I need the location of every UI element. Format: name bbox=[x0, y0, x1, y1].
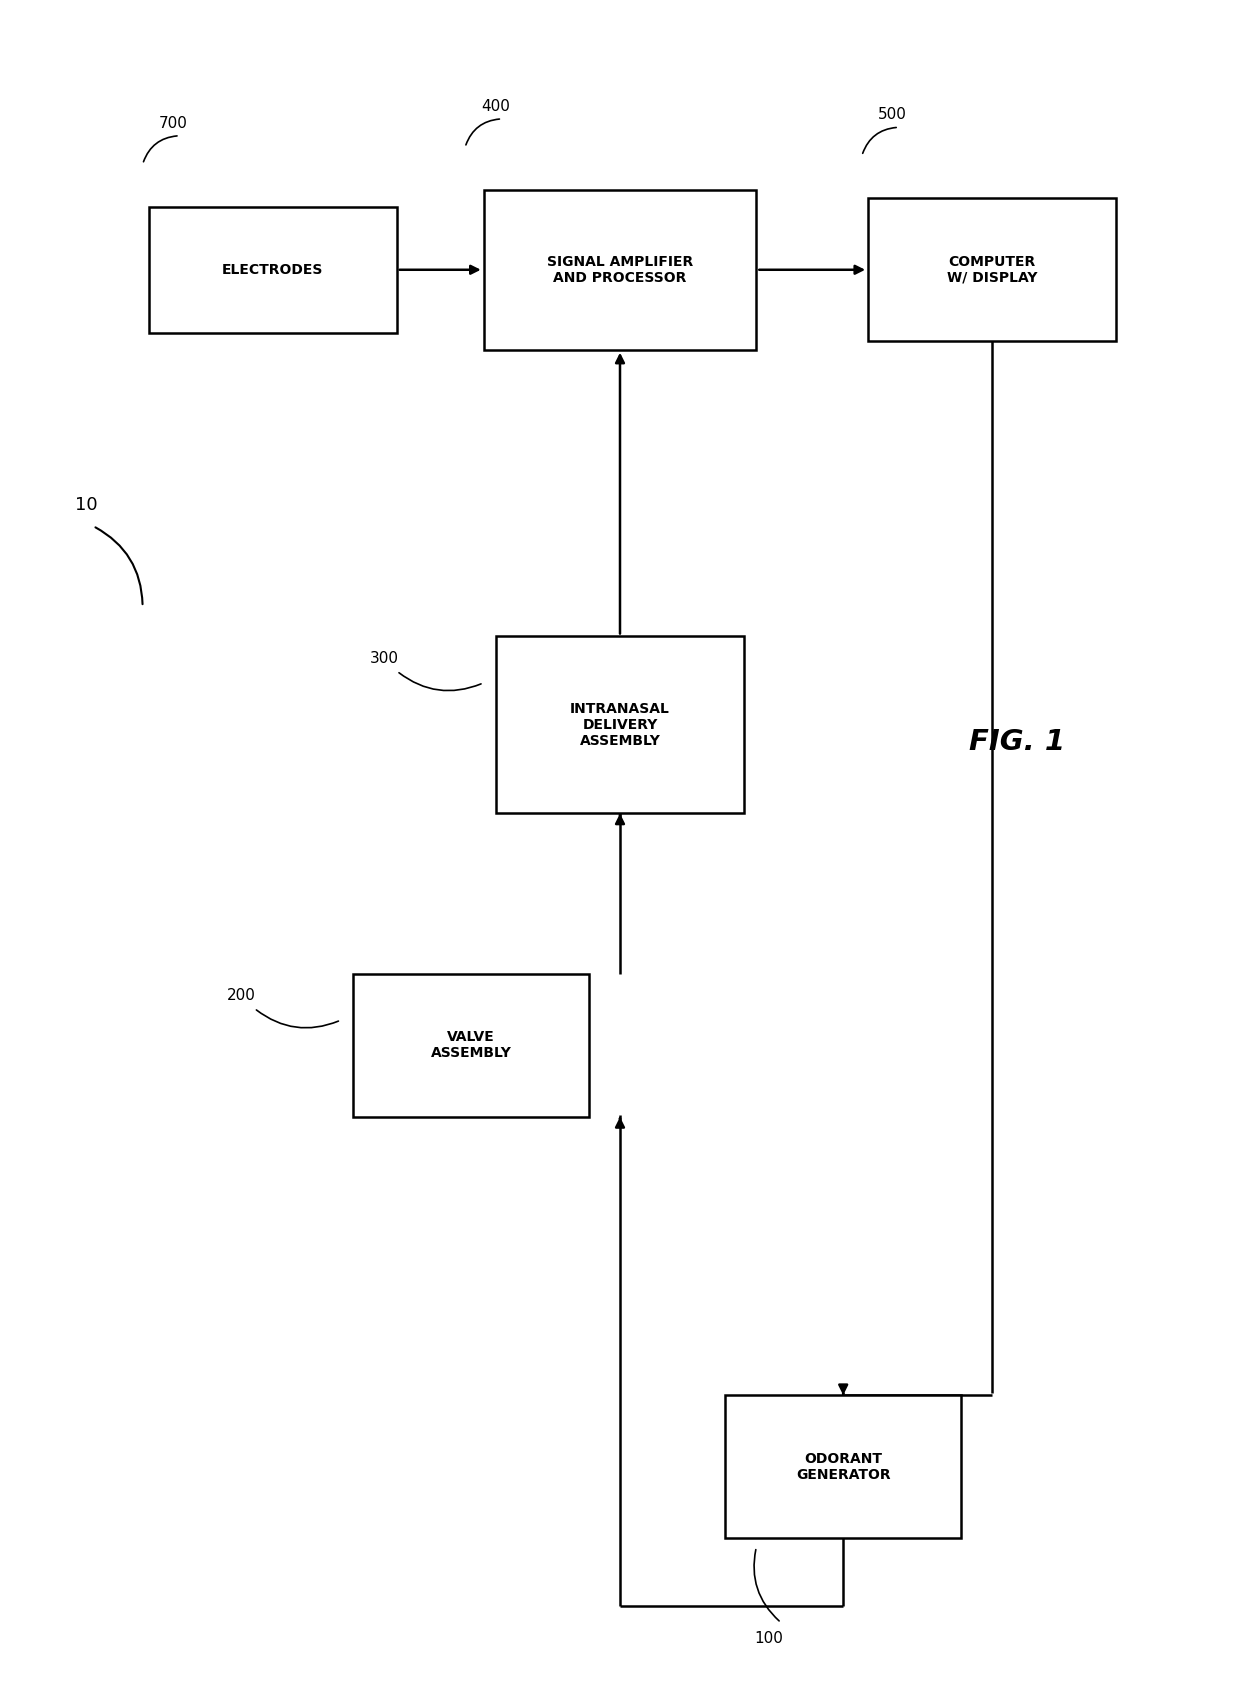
Text: VALVE
ASSEMBLY: VALVE ASSEMBLY bbox=[430, 1030, 512, 1060]
Text: 200: 200 bbox=[227, 988, 257, 1003]
Text: INTRANASAL
DELIVERY
ASSEMBLY: INTRANASAL DELIVERY ASSEMBLY bbox=[570, 701, 670, 749]
FancyBboxPatch shape bbox=[149, 207, 397, 334]
Text: ODORANT
GENERATOR: ODORANT GENERATOR bbox=[796, 1452, 890, 1482]
Text: 500: 500 bbox=[878, 108, 908, 123]
Text: SIGNAL AMPLIFIER
AND PROCESSOR: SIGNAL AMPLIFIER AND PROCESSOR bbox=[547, 255, 693, 285]
Text: ELECTRODES: ELECTRODES bbox=[222, 263, 324, 277]
FancyBboxPatch shape bbox=[496, 637, 744, 814]
Text: 100: 100 bbox=[754, 1632, 784, 1646]
FancyBboxPatch shape bbox=[484, 191, 756, 351]
Text: 400: 400 bbox=[481, 99, 511, 115]
FancyBboxPatch shape bbox=[868, 199, 1116, 341]
Text: 700: 700 bbox=[159, 116, 188, 132]
Text: COMPUTER
W/ DISPLAY: COMPUTER W/ DISPLAY bbox=[947, 255, 1037, 285]
Text: 10: 10 bbox=[76, 496, 98, 514]
FancyBboxPatch shape bbox=[353, 975, 589, 1116]
Text: FIG. 1: FIG. 1 bbox=[968, 728, 1065, 755]
FancyBboxPatch shape bbox=[725, 1396, 961, 1538]
Text: 300: 300 bbox=[370, 651, 399, 666]
